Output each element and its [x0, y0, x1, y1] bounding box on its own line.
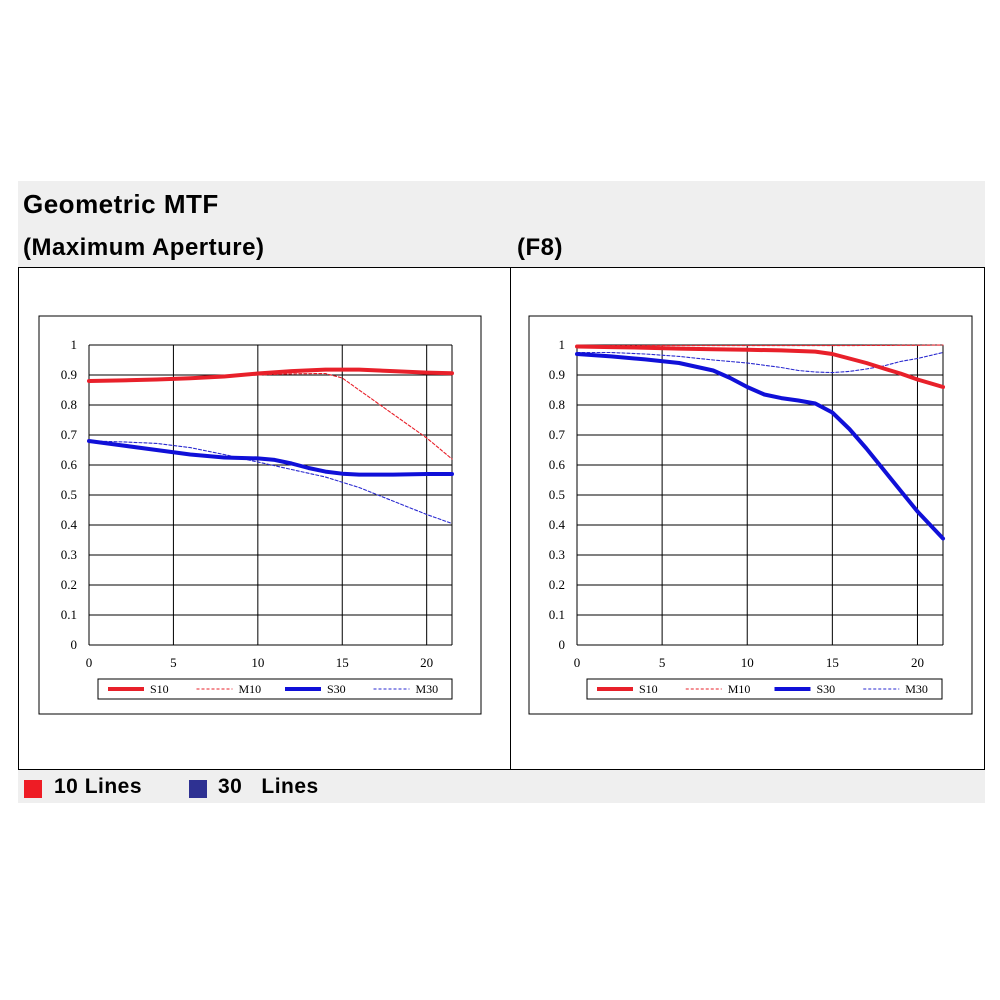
y-tick-label: 0.3 — [549, 547, 565, 562]
legend-label-m10: M10 — [239, 682, 262, 696]
x-tick-label: 20 — [420, 655, 433, 670]
left-chart-heading: (Maximum Aperture) — [23, 234, 265, 261]
x-tick-label: 10 — [251, 655, 264, 670]
y-tick-label: 0.5 — [549, 487, 565, 502]
y-tick-label: 0.4 — [61, 517, 78, 532]
chart-legend — [586, 678, 943, 700]
y-tick-label: 0.2 — [61, 577, 77, 592]
y-tick-label: 0.2 — [549, 577, 565, 592]
x-tick-label: 5 — [659, 655, 666, 670]
y-tick-label: 0.5 — [61, 487, 77, 502]
y-tick-label: 0.1 — [549, 607, 565, 622]
y-tick-label: 0.6 — [61, 457, 78, 472]
x-tick-label: 15 — [826, 655, 839, 670]
series-line-s30 — [87, 439, 454, 477]
y-tick-label: 0.4 — [549, 517, 566, 532]
x-tick-label: 10 — [741, 655, 754, 670]
x-tick-label: 0 — [574, 655, 581, 670]
bottom-legend: 10 Lines 30 Lines — [18, 772, 985, 802]
series-line-m10 — [576, 344, 944, 347]
y-tick-label: 0.1 — [61, 607, 77, 622]
y-tick-label: 0.7 — [549, 427, 566, 442]
legend-label-10-lines: 10 Lines — [54, 775, 143, 798]
series-line-s10 — [575, 344, 945, 389]
legend-label-m30: M30 — [905, 682, 928, 696]
legend-label-m10: M10 — [728, 682, 751, 696]
y-tick-label: 0.9 — [61, 367, 77, 382]
y-tick-label: 1 — [559, 337, 566, 352]
x-tick-label: 0 — [86, 655, 93, 670]
legend-swatch-30-lines — [189, 780, 207, 798]
series-line-m10 — [88, 372, 453, 460]
left-mtf-chart: 00.10.20.30.40.50.60.70.80.910 5 10 15 20S10… — [38, 315, 482, 715]
x-tick-label: 15 — [336, 655, 349, 670]
legend-label-s10: S10 — [150, 682, 169, 696]
series-line-m30 — [576, 351, 944, 374]
series-line-s30 — [575, 352, 945, 541]
x-tick-label: 20 — [911, 655, 924, 670]
series-line-m30 — [88, 440, 453, 525]
chart-frame — [528, 315, 973, 715]
legend-label-m30: M30 — [416, 682, 439, 696]
series-line-s10 — [87, 367, 454, 383]
y-tick-label: 0.7 — [61, 427, 78, 442]
right-chart-box: 0 0.1 0.2 0.3 0.4 0.5 0.6 0.7 0.8 0.9 1 0 5 10 15 20 S10… — [510, 267, 985, 770]
y-tick-label: 0.3 — [61, 547, 77, 562]
y-tick-label: 0.9 — [549, 367, 565, 382]
legend-label-30-lines: 30 Lines — [218, 775, 319, 798]
right-mtf-chart: 00.10.20.30.40.50.60.70.80.910 5 10 15 20S10… — [528, 315, 973, 715]
y-tick-label: 0.8 — [549, 397, 565, 412]
legend-swatch-10-lines — [24, 780, 42, 798]
page-title: Geometric MTF — [23, 189, 219, 219]
legend-label-s30: S30 — [327, 682, 346, 696]
left-chart-box: 0 0.1 0.2 0.3 0.4 0.5 0.6 0.7 0.8 0.9 1 0 5 10 15 20 S10… — [18, 267, 511, 770]
y-tick-label: 0.6 — [549, 457, 566, 472]
chart-legend — [97, 678, 453, 700]
legend-label-s30: S30 — [817, 682, 836, 696]
legend-label-s10: S10 — [639, 682, 658, 696]
right-chart-heading: (F8) — [517, 234, 563, 261]
x-tick-label: 5 — [170, 655, 177, 670]
y-tick-label: 1 — [71, 337, 78, 352]
y-tick-label: 0 — [71, 637, 78, 652]
y-tick-label: 0 — [559, 637, 566, 652]
y-tick-label: 0.8 — [61, 397, 77, 412]
